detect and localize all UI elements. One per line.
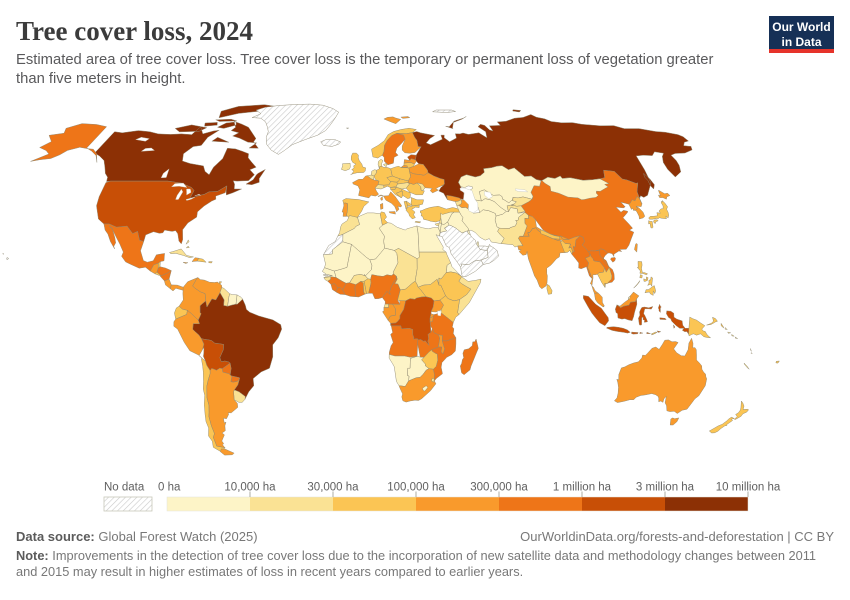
svg-text:10,000 ha: 10,000 ha — [224, 482, 276, 494]
svg-text:10 million ha: 10 million ha — [716, 482, 781, 494]
svg-text:300,000 ha: 300,000 ha — [470, 482, 528, 494]
svg-text:No data: No data — [104, 482, 145, 494]
svg-text:1 million ha: 1 million ha — [553, 482, 612, 494]
svg-text:0 ha: 0 ha — [158, 482, 181, 494]
svg-text:30,000 ha: 30,000 ha — [307, 482, 359, 494]
svg-text:100,000 ha: 100,000 ha — [387, 482, 445, 494]
svg-text:3 million ha: 3 million ha — [636, 482, 695, 494]
